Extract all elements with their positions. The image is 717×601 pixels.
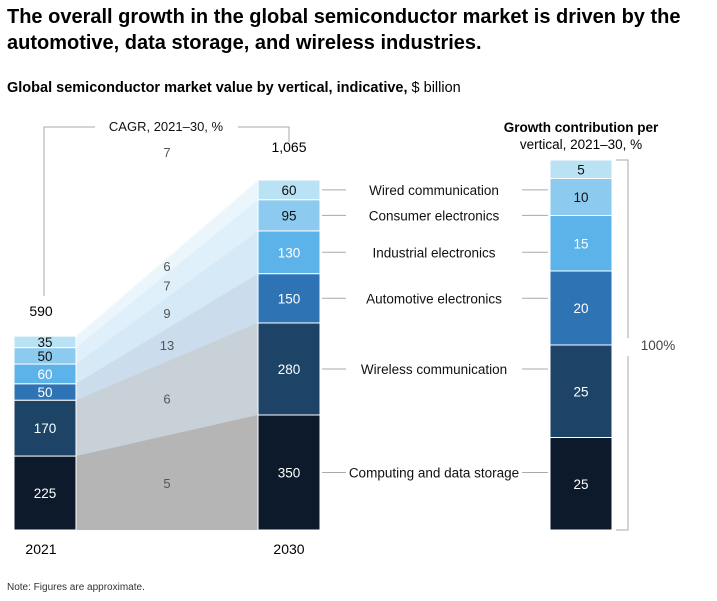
- chart-subtitle-bold: Global semiconductor market value by ver…: [7, 80, 408, 96]
- growth-title-line2: vertical, 2021–30, %: [520, 137, 642, 152]
- cagr-title: CAGR, 2021–30, %: [109, 119, 224, 134]
- bar-value-label: 35: [37, 335, 52, 350]
- growth-bar-segment: [549, 270, 613, 346]
- x-tick-label: 2030: [273, 541, 304, 557]
- cagr-label: 7: [163, 145, 170, 160]
- cagr-bracket-right: [238, 126, 290, 142]
- growth-value-label: 10: [573, 190, 588, 205]
- legend-label: Automotive electronics: [366, 291, 502, 306]
- cagr-label: 6: [163, 392, 170, 407]
- bar-value-label: 50: [37, 385, 52, 400]
- legend-label: Wireless communication: [361, 362, 507, 377]
- connector-band: [76, 414, 258, 530]
- growth-total-label: 100%: [641, 338, 676, 353]
- growth-bracket-bottom: [616, 356, 629, 531]
- bar-segment: [13, 455, 77, 531]
- bar-value-label: 95: [281, 208, 296, 223]
- cagr-label: 7: [163, 279, 170, 294]
- growth-bar-segment: [549, 159, 613, 179]
- bar-value-label: 280: [278, 362, 301, 377]
- bar-value-label: 170: [34, 421, 57, 436]
- bar-value-label: 60: [37, 367, 52, 382]
- total-label-2030: 1,065: [271, 139, 306, 155]
- growth-value-label: 25: [573, 477, 588, 492]
- bar-value-label: 150: [278, 291, 301, 306]
- growth-bar-segment: [549, 215, 613, 272]
- legend-label: Computing and data storage: [349, 465, 519, 480]
- cagr-label: 9: [163, 306, 170, 321]
- headline: The overall growth in the global semicon…: [7, 6, 681, 54]
- footnote: Note: Figures are approximate.: [7, 582, 145, 593]
- bar-segment: [257, 322, 321, 416]
- bar-segment: [257, 179, 321, 201]
- cagr-label: 6: [163, 259, 170, 274]
- growth-bar-segment: [549, 178, 613, 216]
- cagr-label: 13: [160, 338, 174, 353]
- growth-bar-segment: [549, 437, 613, 531]
- bar-segment: [13, 399, 77, 457]
- bar-segment: [257, 230, 321, 275]
- bar-segment: [13, 335, 77, 349]
- bar-segment: [257, 273, 321, 324]
- growth-bar-segment: [549, 344, 613, 438]
- legend-label: Wired communication: [369, 183, 499, 198]
- cagr-bracket-left: [43, 126, 95, 296]
- cagr-label: 5: [163, 476, 170, 491]
- chart-subtitle-unit: $ billion: [407, 80, 461, 96]
- total-label-2021: 590: [29, 303, 53, 319]
- growth-value-label: 20: [573, 301, 588, 316]
- x-tick-label: 2021: [25, 541, 56, 557]
- bar-value-label: 350: [278, 465, 301, 480]
- connector-band-top: [76, 180, 258, 339]
- growth-value-label: 25: [573, 384, 588, 399]
- legend-label: Consumer electronics: [369, 208, 500, 223]
- bar-value-label: 225: [34, 486, 57, 501]
- bar-value-label: 60: [281, 183, 296, 198]
- growth-title-line1: Growth contribution per: [504, 120, 659, 135]
- bar-value-label: 130: [278, 245, 301, 260]
- growth-value-label: 5: [577, 162, 585, 177]
- growth-bracket-top: [616, 159, 629, 338]
- legend-label: Industrial electronics: [372, 245, 495, 260]
- bar-value-label: 50: [37, 349, 52, 364]
- growth-value-label: 15: [573, 236, 588, 251]
- chart-subtitle: Global semiconductor market value by ver…: [7, 80, 461, 96]
